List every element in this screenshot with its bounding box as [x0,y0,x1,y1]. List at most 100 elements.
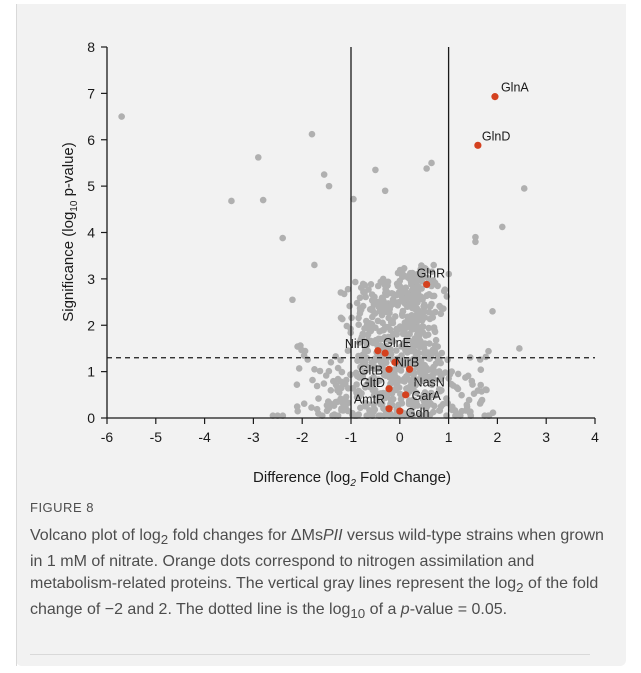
data-point [430,363,437,371]
data-point [409,302,417,310]
data-point [387,318,395,326]
data-point [407,325,415,333]
highlighted-point [391,358,399,366]
data-point [344,285,352,293]
data-point [357,404,364,412]
y-tick-label: 4 [87,225,95,241]
data-point [362,403,369,410]
data-point [336,389,343,396]
data-point [381,187,389,195]
data-point [408,279,416,286]
data-point [430,261,438,269]
data-point [356,305,364,312]
data-point [424,331,432,339]
data-point [350,195,357,203]
x-tick-label: -5 [150,429,163,445]
data-point [420,303,427,310]
x-tick-label: -1 [345,429,358,445]
data-point [368,305,376,312]
data-point [383,334,391,342]
data-point [367,364,374,372]
data-point [420,273,428,280]
data-point [370,401,377,408]
data-point [415,376,422,383]
data-point [392,313,399,320]
data-point [429,310,436,317]
data-point [413,341,420,349]
data-point [392,386,400,394]
data-point [404,384,412,392]
data-point [415,329,423,337]
highlighted-point [405,365,414,373]
y-tick-label: 3 [87,271,95,287]
data-point [360,369,368,377]
data-point [422,373,429,381]
data-point [466,409,474,417]
highlighted-point [402,391,410,399]
data-point [293,381,301,389]
data-point [402,343,410,351]
x-tick-label: 2 [494,429,502,445]
x-axis-label-main: Difference (log [253,469,350,486]
data-point [421,402,429,410]
point-label: GlnD [482,129,510,143]
data-point [254,154,262,161]
data-point [395,401,402,409]
data-point [364,331,372,338]
data-point [436,407,443,414]
y-tick-label: 2 [87,317,95,333]
data-point [279,234,286,242]
data-point [407,411,414,419]
data-point [327,359,335,366]
data-point [415,349,423,357]
x-tick-label: -3 [247,429,260,445]
point-label: NasN [414,375,445,389]
data-point [353,381,360,388]
data-point [387,326,394,334]
data-point [355,321,363,329]
data-point [369,313,376,321]
point-label: GlnR [417,266,445,280]
x-tick-label: 0 [396,429,404,445]
data-point [412,271,419,279]
data-point [352,278,359,286]
data-point [228,197,235,205]
data-point [417,315,424,323]
data-point [424,366,432,374]
data-point [360,288,367,296]
data-point [361,281,369,289]
data-point [404,302,411,309]
data-point [516,345,523,352]
data-point [289,296,296,304]
point-label: GarA [412,389,442,403]
data-point [415,307,423,315]
data-point [300,400,308,408]
highlighted-point [474,141,482,149]
data-point [389,301,396,308]
highlighted-point [374,347,382,355]
data-point [332,353,340,360]
data-point [374,282,382,290]
data-point [293,403,301,410]
data-point [297,342,304,349]
data-point [498,223,506,231]
data-point [358,358,366,365]
data-point [313,405,321,413]
point-label: GltB [359,363,383,377]
data-point [379,275,387,283]
data-point [447,380,455,388]
data-point [392,377,400,385]
y-axis-label-end: p-value) [60,142,77,200]
point-label: GlnE [383,336,411,350]
data-point [367,325,375,333]
data-point [344,347,352,355]
x-tick-label: -6 [101,429,114,445]
data-point [327,387,335,394]
data-point [394,269,402,277]
data-point [397,367,405,374]
data-point [330,377,337,385]
caption-bottom-rule [30,654,590,655]
x-axis-label-end: Fold Change) [356,469,451,486]
data-point [370,374,377,381]
data-point [404,349,411,356]
